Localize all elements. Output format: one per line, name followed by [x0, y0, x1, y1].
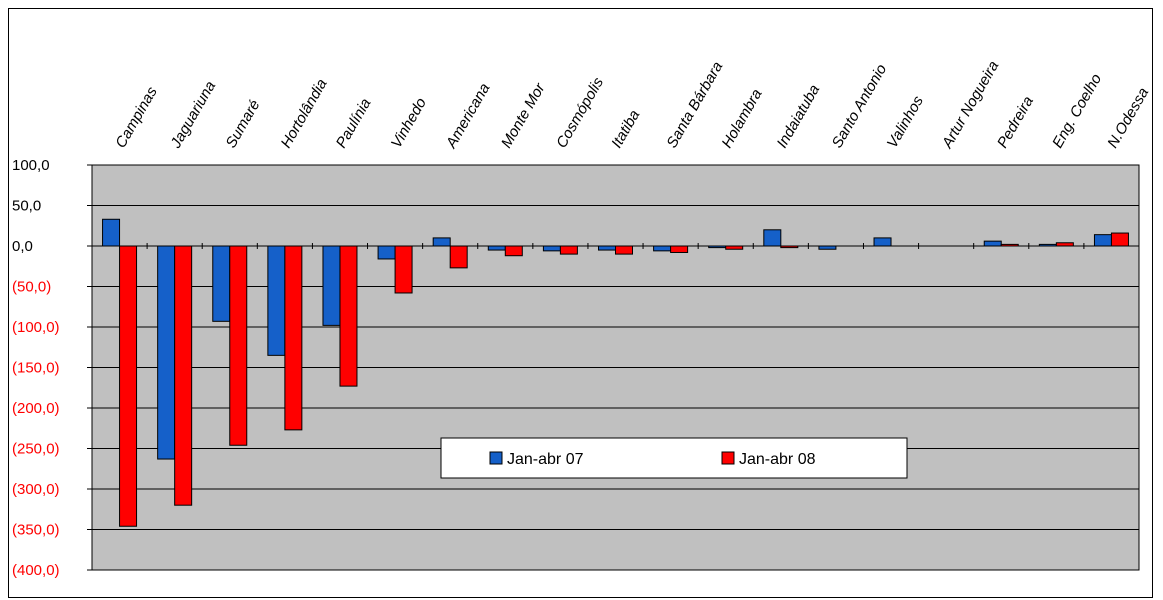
bar-jan-abr-08 [559, 245, 578, 255]
y-tick-label: (50,0) [12, 279, 51, 296]
x-category-label: Pedreira [994, 93, 1037, 151]
x-category-label: Americana [442, 80, 493, 151]
bar-jan-abr-07 [1093, 234, 1112, 247]
x-category-label: Eng. Coelho [1049, 71, 1105, 151]
x-category-label: Itatiba [608, 107, 643, 151]
legend: Jan-abr 07 Jan-abr 08 [440, 437, 908, 479]
x-category-label: Santo Antonio [829, 61, 891, 151]
bar-jan-abr-08 [229, 245, 248, 446]
y-tick-label: (100,0) [12, 319, 60, 336]
y-tick-label: (300,0) [12, 481, 60, 498]
y-tick-label: 50,0 [12, 198, 41, 215]
legend-swatch [721, 451, 735, 465]
bar-jan-abr-07 [212, 245, 231, 322]
y-tick-label: (250,0) [12, 441, 60, 458]
y-tick-label: (400,0) [12, 562, 60, 579]
gridlines [92, 164, 1139, 571]
bar-jan-abr-08 [174, 245, 193, 506]
bar-jan-abr-08 [394, 245, 413, 294]
y-axis: 100,0 50,0 0,0 (50,0) (100,0) (150,0) (200,0) (… [12, 157, 92, 579]
bars [92, 218, 1139, 527]
bar-jan-abr-07 [542, 245, 561, 252]
x-category-label: Vinhedo [388, 95, 430, 151]
bar-jan-abr-07 [763, 229, 782, 247]
bar-jan-abr-08 [1110, 232, 1129, 247]
bar-jan-abr-07 [157, 245, 176, 460]
chart-frame: 100,0 50,0 0,0 (50,0) (100,0) (150,0) (200,0) (… [8, 8, 1153, 598]
x-category-label: Paulínia [333, 96, 375, 151]
bar-jan-abr-07 [487, 245, 506, 251]
bar-jan-abr-07 [377, 245, 396, 260]
legend-box [440, 437, 908, 479]
x-category-label: Hortolândia [278, 76, 331, 151]
x-category-label: Artur Nogueira [938, 58, 1002, 152]
x-category-label: Santa Bárbara [663, 59, 726, 151]
x-category-label: Campinas [112, 84, 161, 151]
y-tick-label: 100,0 [12, 157, 50, 174]
bar-jan-abr-07 [598, 245, 616, 251]
bar-jan-abr-08 [670, 245, 689, 253]
bar-jan-abr-07 [983, 240, 1002, 247]
y-tick-label: (150,0) [12, 360, 60, 377]
x-category-label: Monte Mor [498, 80, 549, 151]
bar-jan-abr-07 [873, 237, 892, 247]
bar-jan-abr-07 [102, 218, 121, 247]
legend-label: Jan-abr 07 [507, 451, 584, 468]
bar-jan-abr-08 [615, 245, 633, 255]
y-tick-label: (350,0) [12, 522, 60, 539]
bar-jan-abr-07 [267, 245, 286, 356]
y-tick-label: 0,0 [12, 238, 33, 255]
x-category-label: Indaiatuba [774, 82, 824, 151]
legend-label: Jan-abr 08 [739, 451, 816, 468]
bar-jan-abr-07 [653, 245, 672, 252]
x-category-label: Valinhos [884, 93, 927, 151]
bar-chart: 100,0 50,0 0,0 (50,0) (100,0) (150,0) (200,0) (… [12, 58, 1152, 579]
legend-swatch [489, 451, 503, 465]
bar-jan-abr-08 [504, 245, 523, 257]
x-category-label: Jaguariuna [167, 78, 219, 152]
bar-jan-abr-08 [339, 245, 358, 387]
x-category-label: Holambra [718, 86, 765, 151]
x-category-label: Sumaré [223, 97, 264, 151]
bar-jan-abr-08 [449, 245, 468, 269]
bar-jan-abr-07 [432, 237, 451, 247]
bar-jan-abr-08 [119, 245, 138, 527]
x-category-label: N.Odessa [1104, 85, 1152, 151]
bar-jan-abr-08 [284, 245, 303, 431]
y-tick-label: (200,0) [12, 400, 60, 417]
bar-jan-abr-07 [322, 245, 341, 326]
x-category-label: Cosmópolis [553, 74, 607, 151]
